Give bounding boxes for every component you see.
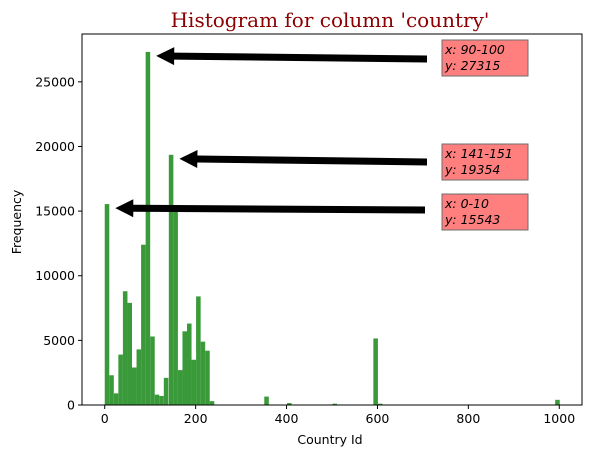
x-tick-label: 400 (275, 411, 299, 426)
annotation-frequency: y: 15543 (444, 212, 500, 227)
histogram-bar-22 (205, 350, 210, 405)
histogram-bar-19 (191, 359, 197, 405)
y-tick-label: 20000 (35, 139, 75, 154)
annotation-bin-range: x: 0-10 (444, 196, 489, 211)
histogram-bar-25 (287, 403, 292, 405)
x-axis: 0 200 400 600 800 1000 (101, 405, 575, 426)
histogram-bar-5 (127, 302, 132, 405)
histogram-bar-9 (145, 51, 151, 406)
annotation-frequency: y: 27315 (444, 58, 500, 73)
bars-group (104, 51, 560, 406)
y-tick-label: 15000 (35, 204, 75, 219)
y-axis-label: Frequency (9, 189, 24, 254)
histogram-bar-27 (373, 338, 378, 405)
plot-frame (81, 33, 583, 406)
histogram-bar-23 (209, 401, 215, 405)
y-tick-label: 10000 (35, 268, 75, 283)
y-axis: 0 5000 10000 15000 20000 25000 (35, 74, 82, 413)
chart-title: Histogram for column 'country' (171, 8, 490, 32)
histogram-bar-4 (122, 291, 128, 405)
histogram-bar-24 (264, 396, 269, 405)
x-axis-label: Country Id (297, 432, 362, 447)
y-tick-label: 0 (67, 398, 75, 413)
histogram-bar-28 (377, 403, 383, 405)
y-tick-label: 25000 (35, 74, 75, 89)
histogram-bar-0 (104, 204, 110, 405)
histogram-bar-16 (177, 370, 183, 405)
annotation-box (441, 193, 529, 231)
histogram-bar-11 (154, 394, 160, 405)
annotation-arrow (156, 47, 427, 66)
histogram-bar-15 (173, 211, 178, 405)
annotation-arrow (115, 199, 426, 218)
histogram-bar-20 (196, 296, 201, 405)
histogram-bar-13 (163, 377, 169, 405)
histogram-bar-12 (159, 395, 164, 405)
x-tick-label: 0 (101, 411, 109, 426)
histogram-bar-8 (141, 244, 146, 405)
annotation-bin-range: x: 141-151 (444, 146, 513, 161)
x-tick-label: 1000 (543, 411, 575, 426)
histogram-bar-17 (182, 331, 187, 405)
histogram-bar-3 (118, 354, 123, 405)
x-tick-label: 600 (366, 411, 390, 426)
histogram-bar-14 (168, 154, 174, 405)
histogram-bar-10 (150, 336, 155, 405)
histogram-bar-29 (555, 399, 560, 405)
histogram-bar-21 (200, 341, 206, 405)
histogram-bar-1 (109, 375, 114, 405)
histogram-bar-18 (187, 323, 192, 405)
histogram-bar-7 (136, 349, 142, 405)
annotation-arrow (179, 150, 427, 168)
y-tick-label: 5000 (43, 333, 75, 348)
histogram-bar-26 (332, 403, 337, 405)
histogram-bar-2 (113, 393, 119, 405)
annotation-box (441, 143, 529, 181)
annotation-frequency: y: 19354 (444, 162, 500, 177)
histogram-bar-6 (132, 367, 137, 405)
annotation-box (441, 39, 529, 77)
annotation-bin-range: x: 90-100 (444, 42, 505, 57)
x-tick-label: 200 (184, 411, 208, 426)
x-tick-label: 800 (456, 411, 480, 426)
